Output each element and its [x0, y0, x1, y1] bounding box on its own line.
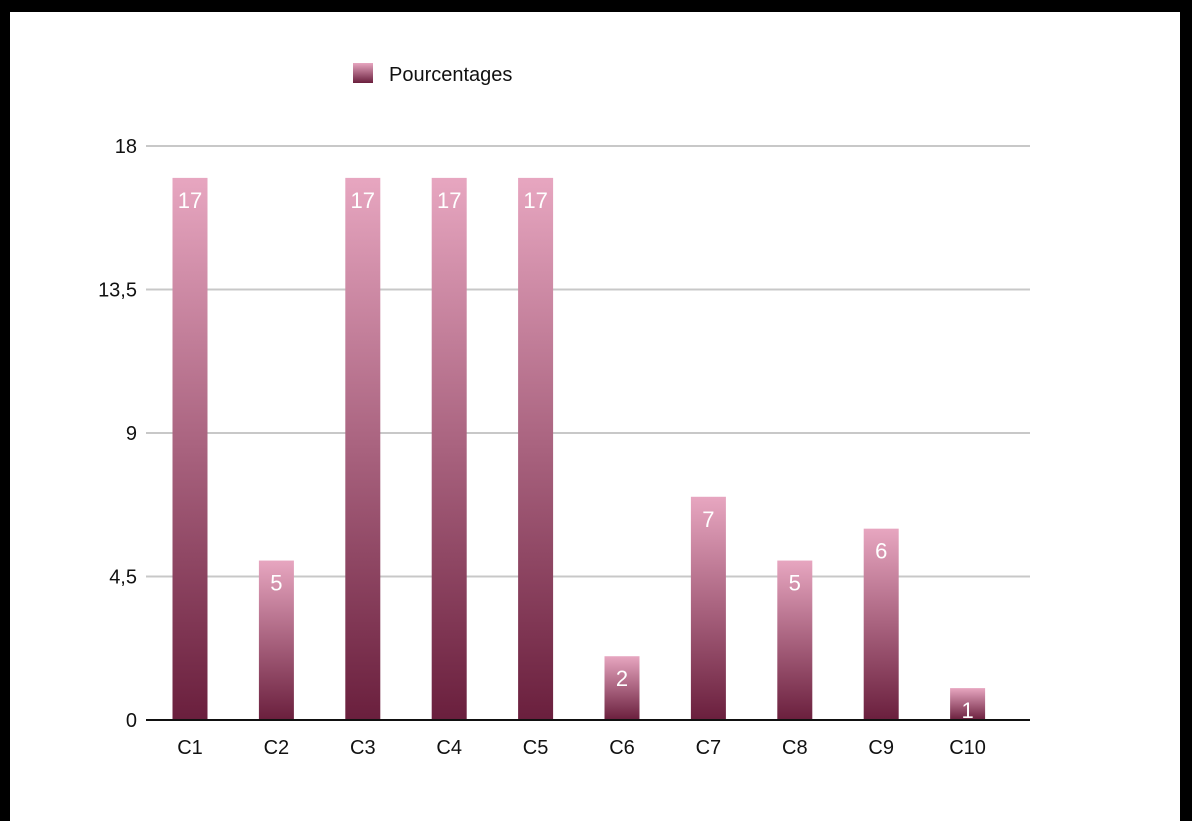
- y-tick-label: 9: [126, 423, 137, 445]
- bar: [345, 177, 381, 720]
- y-tick-label: 13,5: [98, 280, 137, 302]
- data-label: 5: [270, 571, 282, 596]
- data-label: 17: [437, 188, 461, 213]
- bar: [172, 177, 208, 720]
- data-label: 17: [351, 188, 375, 213]
- y-tick-label: 0: [126, 710, 137, 732]
- y-tick-label: 18: [115, 136, 137, 158]
- bar: [518, 177, 554, 720]
- data-label: 17: [178, 188, 202, 213]
- x-axis: C1 C2 C3 C4 C5 C6 C7 C8 C9 C10: [146, 719, 1030, 759]
- data-label: 7: [702, 507, 714, 532]
- data-labels: 17 5 17 17 17 2 7 5 6 1: [178, 188, 974, 723]
- grid-lines: [146, 145, 1030, 578]
- y-tick-label: 4,5: [109, 567, 137, 589]
- x-tick-label: C3: [350, 737, 376, 759]
- x-tick-label: C10: [949, 737, 986, 759]
- data-label: 5: [789, 571, 801, 596]
- bar: [863, 528, 899, 720]
- x-tick-label: C1: [177, 737, 203, 759]
- data-label: 1: [961, 698, 973, 723]
- data-label: 2: [616, 666, 628, 691]
- x-tick-label: C2: [264, 737, 290, 759]
- bar: [604, 656, 640, 720]
- x-tick-label: C5: [523, 737, 549, 759]
- legend-swatch: [353, 63, 373, 83]
- bar: [431, 177, 467, 720]
- bar: [258, 560, 294, 720]
- x-tick-label: C6: [609, 737, 635, 759]
- data-label: 6: [875, 539, 887, 564]
- bar: [950, 688, 986, 720]
- x-tick-label: C9: [868, 737, 894, 759]
- legend-label: Pourcentages: [389, 64, 512, 86]
- y-axis: 0 4,5 9 13,5 18: [98, 136, 137, 732]
- x-tick-label: C7: [696, 737, 722, 759]
- x-tick-label: C8: [782, 737, 808, 759]
- bar: [690, 496, 726, 720]
- legend: Pourcentages: [353, 63, 512, 86]
- bars: [172, 177, 986, 720]
- bar: [777, 560, 813, 720]
- data-label: 17: [523, 188, 547, 213]
- x-tick-label: C4: [436, 737, 462, 759]
